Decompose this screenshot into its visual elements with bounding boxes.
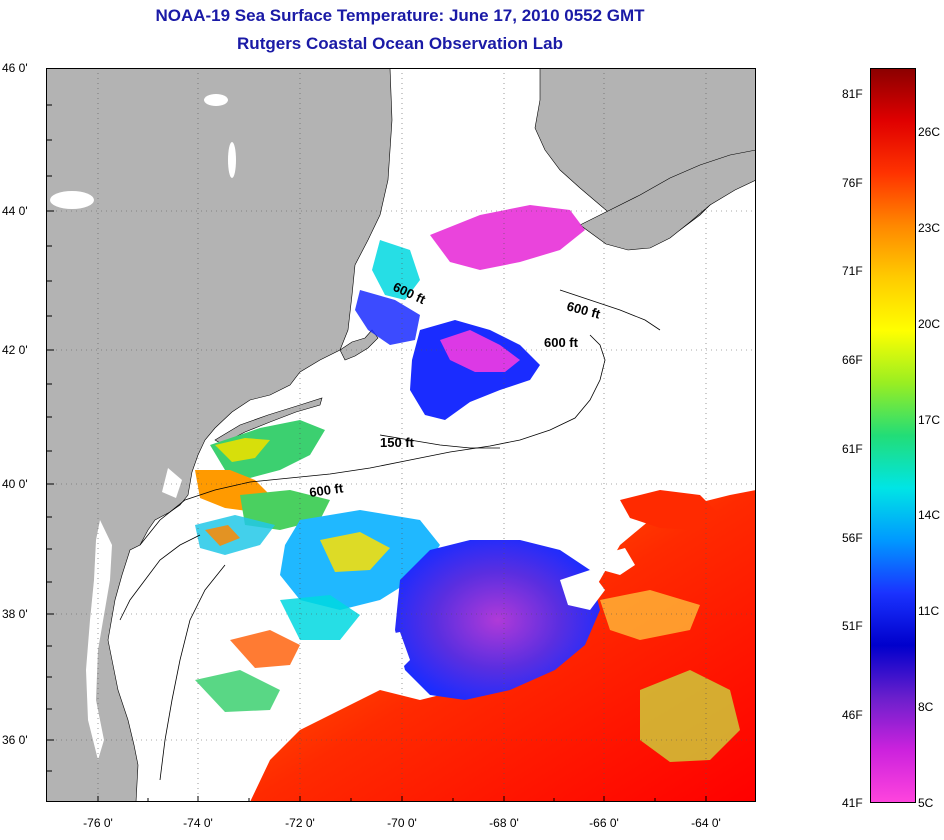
map-ticks — [46, 104, 707, 802]
lat-label-38: 38 0' — [2, 607, 28, 621]
sst-maine-coast-blue — [355, 290, 420, 345]
lon-label-76: -76 0' — [83, 816, 113, 830]
sst-warm-core-ring — [620, 490, 720, 530]
contour-label: 150 ft — [380, 435, 415, 450]
lon-label-70: -70 0' — [387, 816, 417, 830]
map-title: NOAA-19 Sea Surface Temperature: June 17… — [155, 6, 645, 25]
cb-label-f: 81F — [842, 87, 863, 101]
bathymetry-contour — [119, 534, 201, 621]
land-cape-cod — [339, 329, 379, 361]
bathymetry-contour — [159, 564, 226, 781]
contour-label: 600 ft — [308, 480, 344, 500]
graticule — [46, 68, 756, 802]
contour-label: 600 ft — [544, 335, 579, 350]
cb-label-f: 76F — [842, 176, 863, 190]
lon-label-66: -66 0' — [589, 816, 619, 830]
lake — [452, 106, 464, 114]
lon-label-68: -68 0' — [489, 816, 519, 830]
cb-label-c: 14C — [918, 508, 941, 522]
cloud-gap — [560, 570, 605, 610]
lake — [204, 94, 228, 106]
sst-shelf-yellow — [215, 438, 270, 462]
lon-label-74: -74 0' — [183, 816, 213, 830]
chesapeake-bay — [86, 520, 112, 760]
lake — [413, 80, 423, 96]
map-frame — [46, 68, 756, 802]
lon-label-72: -72 0' — [285, 816, 315, 830]
lat-label-40: 40 0' — [2, 477, 28, 491]
land-nova-scotia-peninsula — [579, 149, 756, 251]
lat-label-44: 44 0' — [2, 204, 28, 218]
cb-label-c: 11C — [918, 604, 940, 618]
bathymetry-contour — [139, 334, 606, 546]
bathymetry-contour — [379, 434, 500, 449]
sst-cold-eddy — [395, 540, 600, 700]
bathymetry-contour — [559, 289, 661, 331]
cb-label-c: 5C — [918, 796, 934, 810]
colorbar-fill — [870, 68, 916, 803]
sst-gulf-of-maine-cold — [430, 205, 585, 270]
cb-label-f: 71F — [842, 264, 863, 278]
lon-label-64: -64 0' — [691, 816, 721, 830]
cb-label-c: 8C — [918, 700, 934, 714]
cb-label-c: 17C — [918, 413, 941, 427]
lat-label-46: 46 0' — [2, 61, 28, 75]
sst-offshore-yellow-2 — [600, 590, 700, 640]
lat-label-36: 36 0' — [2, 733, 28, 747]
cb-label-f: 46F — [842, 708, 863, 722]
sst-maine-coast-cyan — [372, 240, 420, 300]
sst-delmarva-orange — [205, 525, 240, 546]
map-subtitle: Rutgers Coastal Ocean Observation Lab — [237, 34, 563, 53]
sst-map: 600 ft 600 ft 600 ft 150 ft 600 ft — [46, 68, 756, 802]
cb-label-c: 20C — [918, 317, 941, 331]
cloud-gap — [600, 548, 635, 575]
lat-label-42: 42 0' — [2, 343, 28, 357]
colorbar — [870, 68, 916, 803]
sst-georges-magenta — [440, 330, 520, 372]
lake — [228, 142, 236, 178]
cb-label-f: 66F — [842, 353, 863, 367]
cb-label-f: 61F — [842, 442, 863, 456]
sst-shelf-green — [210, 420, 325, 478]
cb-label-f: 51F — [842, 619, 863, 633]
sst-offshore-yellowgreen — [640, 670, 740, 762]
sst-slope-mixed-2 — [320, 532, 390, 572]
lake — [50, 191, 94, 209]
cb-label-c: 26C — [918, 125, 941, 139]
delaware-bay — [162, 468, 182, 498]
sst-slope-mixed-4 — [195, 670, 280, 712]
cloud-gap — [360, 632, 410, 680]
cb-label-f: 56F — [842, 531, 863, 545]
cb-label-f: 41F — [842, 796, 863, 810]
sst-slope-mixed-3 — [230, 630, 300, 668]
land-us-mainland — [46, 68, 393, 802]
cb-label-c: 23C — [918, 221, 941, 235]
